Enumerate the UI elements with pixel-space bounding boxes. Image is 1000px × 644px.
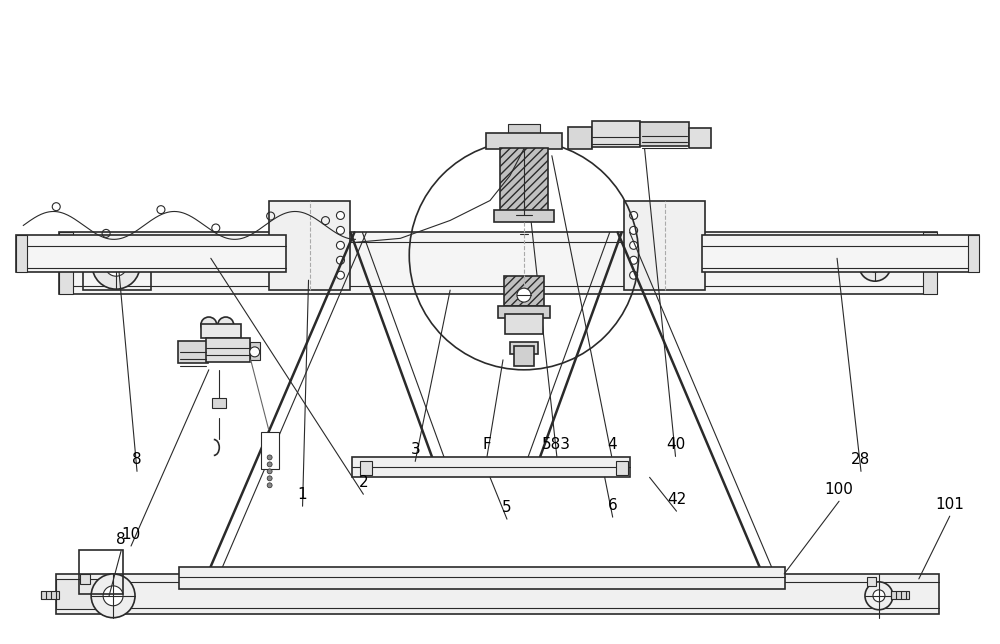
Text: 100: 100 (825, 482, 853, 497)
Circle shape (267, 455, 272, 460)
Bar (494, 211, 554, 222)
Bar (923, 232, 937, 294)
Text: 101: 101 (935, 497, 964, 512)
Bar (261, 431, 279, 469)
Circle shape (859, 249, 891, 281)
Bar (505, 314, 543, 334)
Bar (510, 342, 538, 354)
Circle shape (250, 347, 260, 357)
Bar (702, 235, 979, 272)
Circle shape (267, 476, 272, 481)
Bar (79, 550, 123, 594)
Text: 28: 28 (851, 452, 871, 467)
Bar (968, 235, 979, 272)
Circle shape (267, 462, 272, 467)
Text: 8: 8 (132, 452, 142, 467)
Circle shape (517, 288, 531, 302)
Text: 8: 8 (116, 531, 126, 547)
Bar (508, 124, 540, 134)
Text: 3: 3 (410, 442, 420, 457)
Bar (59, 232, 73, 294)
Circle shape (630, 271, 638, 279)
Circle shape (873, 590, 885, 601)
Bar (592, 121, 640, 147)
Text: 1: 1 (298, 487, 307, 502)
Text: 583: 583 (542, 437, 571, 452)
Bar (624, 200, 705, 290)
Circle shape (267, 469, 272, 474)
Circle shape (336, 256, 344, 264)
Text: 6: 6 (608, 498, 618, 513)
Circle shape (92, 242, 140, 289)
Circle shape (91, 574, 135, 618)
Text: 5: 5 (502, 500, 512, 515)
Text: 40: 40 (666, 437, 685, 452)
Circle shape (105, 254, 127, 276)
Circle shape (630, 211, 638, 220)
Bar (689, 128, 711, 147)
Bar (568, 127, 592, 149)
Bar (352, 457, 630, 477)
Circle shape (336, 211, 344, 220)
Bar (83, 245, 93, 255)
Bar (616, 461, 628, 475)
Circle shape (868, 258, 882, 272)
Circle shape (336, 242, 344, 249)
Bar (16, 235, 286, 272)
Bar (41, 591, 59, 599)
Bar (56, 574, 939, 614)
Circle shape (267, 483, 272, 488)
Bar (640, 122, 689, 146)
Bar (16, 235, 27, 272)
Text: 2: 2 (359, 475, 368, 490)
Bar (212, 398, 226, 408)
Circle shape (630, 256, 638, 264)
Circle shape (201, 317, 217, 333)
Circle shape (865, 582, 893, 610)
Text: 42: 42 (667, 492, 686, 507)
Bar (498, 306, 550, 318)
Bar (861, 247, 870, 256)
Bar (59, 232, 937, 294)
Text: F: F (483, 437, 491, 452)
Circle shape (218, 317, 234, 333)
Bar (250, 342, 260, 360)
Bar (486, 133, 562, 149)
Bar (360, 461, 372, 475)
Circle shape (630, 242, 638, 249)
Bar (80, 574, 90, 584)
Bar (83, 240, 151, 290)
Text: 4: 4 (607, 437, 617, 452)
Circle shape (336, 227, 344, 234)
Bar (891, 591, 909, 599)
Bar (891, 260, 909, 269)
Bar (178, 341, 208, 363)
Bar (56, 579, 126, 609)
Bar (201, 324, 241, 338)
Circle shape (103, 586, 123, 606)
Text: 10: 10 (121, 527, 141, 542)
Bar (867, 577, 876, 586)
Bar (47, 260, 67, 269)
Circle shape (630, 227, 638, 234)
Bar (514, 346, 534, 366)
Bar (504, 276, 544, 306)
Bar (206, 338, 250, 362)
Circle shape (336, 271, 344, 279)
Bar (269, 200, 350, 290)
Bar (179, 567, 785, 589)
Bar (500, 147, 548, 216)
